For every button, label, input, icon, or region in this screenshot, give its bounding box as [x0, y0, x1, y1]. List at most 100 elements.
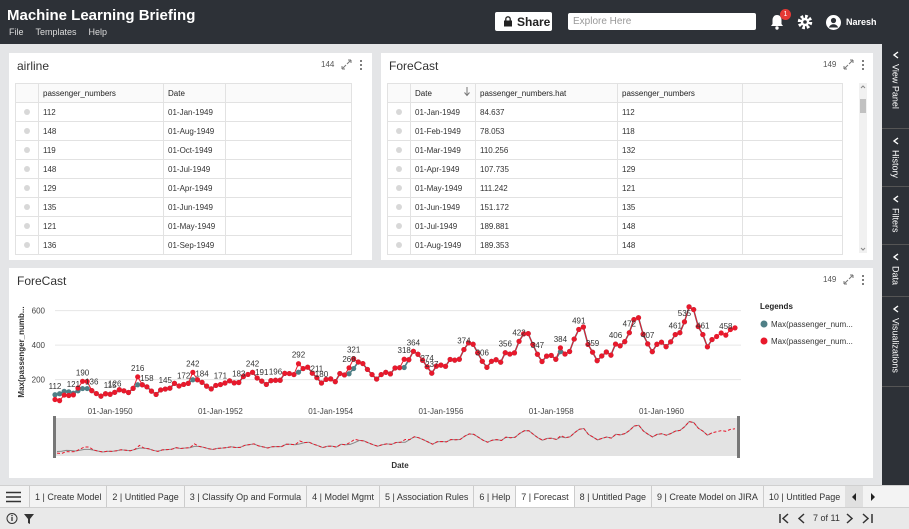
table-row[interactable]: 01-Jun-1949 151.172 135 [387, 197, 843, 217]
navigator-handle[interactable] [53, 416, 56, 458]
data-point[interactable] [603, 349, 609, 355]
data-point[interactable] [475, 350, 481, 356]
data-point[interactable] [612, 341, 619, 347]
pager-prev[interactable] [778, 512, 810, 525]
data-point[interactable] [75, 385, 81, 391]
data-point[interactable] [125, 389, 132, 396]
data-point[interactable] [148, 388, 155, 394]
data-point[interactable] [263, 381, 269, 388]
navigator[interactable] [55, 418, 738, 456]
data-point[interactable] [410, 348, 416, 354]
table-row[interactable]: 112 01-Jan-1949 [15, 102, 352, 122]
table-row[interactable]: 148 01-Aug-1949 [15, 121, 352, 141]
data-point[interactable] [493, 357, 499, 363]
data-point[interactable] [171, 380, 178, 386]
data-point[interactable] [525, 330, 531, 337]
data-point[interactable] [84, 385, 90, 392]
data-point[interactable] [553, 356, 559, 362]
data-point[interactable] [511, 350, 518, 356]
data-point[interactable] [139, 382, 145, 388]
data-point[interactable] [222, 380, 228, 386]
data-point[interactable] [79, 385, 86, 392]
data-point[interactable] [635, 315, 642, 321]
data-point[interactable] [135, 374, 141, 380]
tab-scroll[interactable] [845, 486, 882, 508]
data-point[interactable] [204, 383, 210, 389]
data-point[interactable] [396, 365, 403, 371]
data-point[interactable] [52, 396, 58, 403]
page-tab[interactable]: 7 | Forecast [515, 486, 574, 508]
panel-tools[interactable] [341, 59, 365, 71]
data-point[interactable] [438, 362, 444, 368]
data-point[interactable] [585, 341, 591, 348]
data-point[interactable] [534, 351, 541, 357]
data-point[interactable] [360, 360, 366, 367]
data-point[interactable] [98, 393, 104, 399]
data-point[interactable] [217, 381, 224, 388]
page-tab[interactable]: 1 | Create Model [29, 486, 106, 508]
data-point[interactable] [240, 373, 246, 380]
data-point[interactable] [194, 377, 201, 383]
data-point[interactable] [130, 385, 136, 391]
data-point[interactable] [167, 385, 173, 391]
data-point[interactable] [562, 351, 568, 357]
data-point[interactable] [374, 376, 380, 382]
data-point[interactable] [419, 357, 426, 363]
settings-icon[interactable] [796, 13, 814, 31]
data-point[interactable] [112, 389, 118, 395]
legend-swatch[interactable] [760, 320, 768, 328]
side-tab[interactable]: Filters [882, 188, 909, 245]
data-point[interactable] [456, 356, 462, 362]
data-point[interactable] [341, 372, 348, 378]
panel-tools[interactable] [843, 274, 867, 286]
data-point[interactable] [116, 387, 122, 393]
data-point[interactable] [236, 379, 242, 386]
legend-label[interactable]: Max(passenger_num... [771, 320, 853, 329]
data-point[interactable] [121, 388, 127, 394]
data-point[interactable] [190, 377, 196, 383]
table-row[interactable]: 119 01-Oct-1949 [15, 140, 352, 160]
data-point[interactable] [608, 352, 614, 358]
data-point[interactable] [245, 371, 251, 378]
data-point[interactable] [387, 371, 394, 377]
page-tab[interactable]: 2 | Untitled Page [106, 486, 183, 508]
data-point[interactable] [507, 351, 513, 357]
data-point[interactable] [672, 331, 678, 338]
data-point[interactable] [718, 330, 724, 336]
data-point[interactable] [502, 350, 508, 356]
menu-icon[interactable] [6, 491, 21, 503]
data-point[interactable] [442, 363, 449, 369]
data-point[interactable] [79, 378, 86, 384]
data-point[interactable] [484, 364, 490, 370]
data-point[interactable] [305, 364, 311, 370]
data-point[interactable] [452, 357, 458, 363]
data-point[interactable] [392, 365, 398, 371]
data-point[interactable] [498, 359, 504, 365]
data-point[interactable] [364, 366, 371, 373]
data-point[interactable] [185, 380, 191, 386]
data-point[interactable] [576, 326, 582, 333]
data-point[interactable] [52, 392, 58, 398]
column-header[interactable]: passenger_numbers [38, 83, 164, 103]
table-row[interactable]: 136 01-Sep-1949 [15, 235, 352, 255]
data-point[interactable] [286, 370, 292, 377]
data-point[interactable] [589, 349, 596, 355]
data-point[interactable] [277, 377, 283, 383]
data-point[interactable] [649, 349, 655, 355]
search-input[interactable]: Explore Here [568, 13, 756, 30]
side-tab[interactable]: View Panel [882, 44, 909, 129]
data-point[interactable] [732, 325, 738, 331]
data-point[interactable] [346, 365, 352, 371]
data-point[interactable] [282, 370, 288, 376]
data-point[interactable] [176, 383, 182, 389]
table-row[interactable]: 148 01-Jul-1949 [15, 159, 352, 179]
data-point[interactable] [521, 331, 527, 337]
data-point[interactable] [548, 352, 554, 359]
user-name[interactable]: Naresh [846, 17, 877, 27]
data-point[interactable] [645, 341, 651, 347]
data-point[interactable] [332, 379, 338, 385]
data-point[interactable] [107, 391, 113, 397]
data-point[interactable] [383, 369, 389, 375]
data-point[interactable] [566, 348, 573, 355]
table-row[interactable]: 01-May-1949 111.242 121 [387, 178, 843, 198]
